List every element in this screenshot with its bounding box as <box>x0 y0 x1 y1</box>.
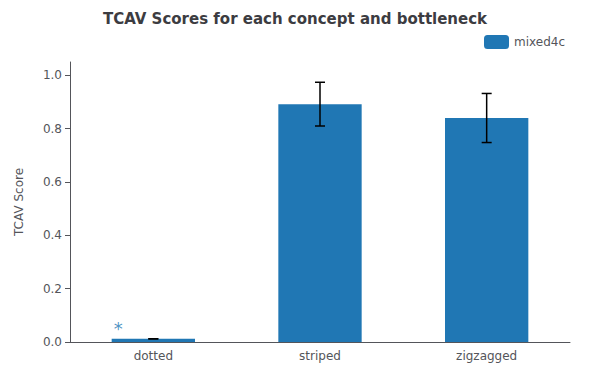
svg-text:0.2: 0.2 <box>43 282 62 296</box>
svg-text:TCAV Score: TCAV Score <box>12 168 26 237</box>
svg-text:0.0: 0.0 <box>43 335 62 349</box>
svg-text:striped: striped <box>299 349 341 363</box>
svg-text:TCAV Scores for each concept a: TCAV Scores for each concept and bottlen… <box>103 10 488 28</box>
svg-text:0.4: 0.4 <box>43 228 62 242</box>
svg-text:*: * <box>114 318 123 339</box>
svg-text:mixed4c: mixed4c <box>514 35 565 49</box>
svg-text:zigzagged: zigzagged <box>456 349 517 363</box>
svg-text:0.8: 0.8 <box>43 122 62 136</box>
svg-text:dotted: dotted <box>134 349 173 363</box>
svg-text:0.6: 0.6 <box>43 175 62 189</box>
svg-text:1.0: 1.0 <box>43 68 62 82</box>
